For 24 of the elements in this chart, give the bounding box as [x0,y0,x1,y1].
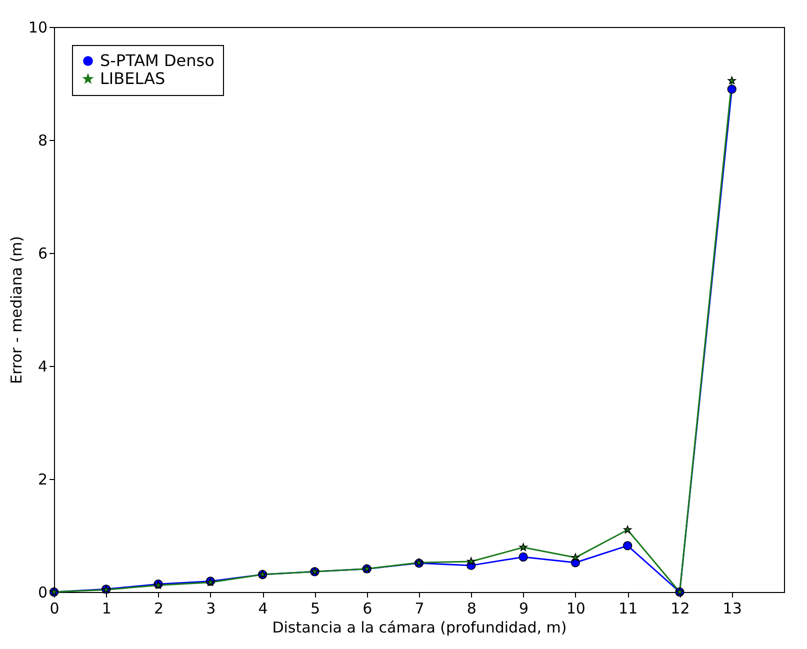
x-tick-label: 0 [50,600,60,618]
x-tick-label: 9 [519,600,529,618]
x-tick-label: 1 [102,600,112,618]
x-tick-label: 11 [618,600,638,618]
legend-label: LIBELAS [100,69,166,88]
y-tick-label: 10 [28,18,48,36]
x-tick-label: 3 [206,600,216,618]
legend-label: S-PTAM Denso [100,51,214,70]
y-tick-label: 2 [38,470,48,488]
y-tick-label: 6 [38,244,48,262]
y-tick-label: 8 [38,132,48,150]
x-tick-label: 4 [258,600,268,618]
y-tick-label: 4 [38,358,48,376]
x-tick-label: 12 [670,600,690,618]
x-tick-label: 2 [154,600,164,618]
x-tick-label: 5 [310,600,320,618]
x-tick-label: 7 [414,600,424,618]
x-axis-title: Distancia a la cámara (profundidad, m) [272,618,567,636]
y-tick-label: 0 [38,584,48,602]
x-tick-label: 10 [566,600,586,618]
x-tick-label: 13 [722,600,742,618]
x-tick-label: 8 [466,600,476,618]
x-tick-label: 6 [362,600,372,618]
y-axis-title: Error - mediana (m) [7,236,26,384]
